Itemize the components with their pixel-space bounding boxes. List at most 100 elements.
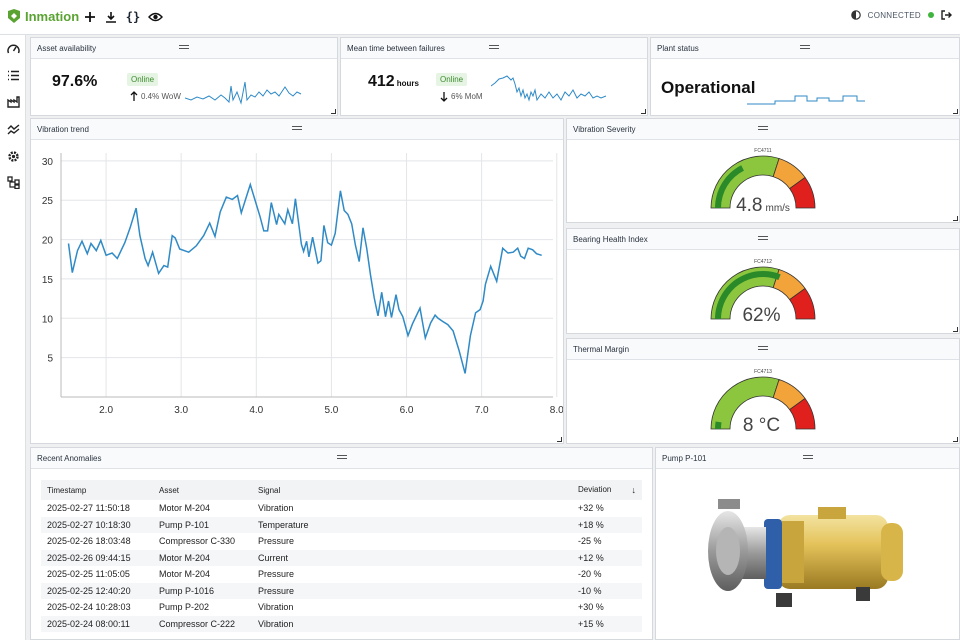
cell-asset: Motor M-204 xyxy=(159,503,211,514)
kpi-number: 412 xyxy=(368,73,395,90)
thermal-margin-gauge: FC4713 xyxy=(710,369,816,430)
panel-title: Bearing Health Index xyxy=(573,235,648,244)
gauge-red-band xyxy=(789,397,816,430)
logout-icon[interactable] xyxy=(941,10,952,20)
resize-handle-icon[interactable] xyxy=(953,216,958,221)
gauge-tag: FC4713 xyxy=(754,369,772,375)
column-header-signal[interactable]: Signal xyxy=(252,480,572,500)
gauge-panel-bearing-health: Bearing Health Index FC4712 62% xyxy=(566,228,960,334)
eye-icon[interactable] xyxy=(146,8,164,26)
settings-icon[interactable] xyxy=(4,147,22,165)
bearing-health-gauge: FC4712 xyxy=(710,259,816,320)
cell-deviation: +15 % xyxy=(572,615,642,632)
table-row[interactable]: 2025-02-24 08:00:11 Compressor C-222 Vibra… xyxy=(41,615,642,632)
code-braces-icon[interactable]: {} xyxy=(125,10,141,24)
resize-handle-icon[interactable] xyxy=(557,437,562,442)
panel-header: Thermal Margin xyxy=(567,339,959,360)
resize-handle-icon[interactable] xyxy=(953,437,958,442)
list-icon[interactable] xyxy=(4,66,22,84)
kpi-trend: 6% MoM xyxy=(440,91,483,102)
gauge-value-bar xyxy=(715,165,744,208)
panel-header: Recent Anomalies xyxy=(31,448,652,469)
vibration-trend-chart: 2.0 3.0 4.0 5.0 6.0 7.0 8.0 5 10 15 20 25 30 xyxy=(42,153,563,416)
theme-toggle-icon[interactable] xyxy=(850,10,861,20)
drag-handle-icon[interactable] xyxy=(292,126,302,130)
panel-header: Pump P-101 xyxy=(656,448,959,469)
gauge-tag: FC4712 xyxy=(754,259,772,265)
drag-handle-icon[interactable] xyxy=(489,45,499,49)
resize-handle-icon[interactable] xyxy=(953,109,958,114)
gauge-value-bar xyxy=(715,421,722,429)
y-tick-label: 25 xyxy=(42,196,54,207)
gauge-number: 62% xyxy=(742,305,781,326)
anomalies-table: Timestamp Asset Signal Deviation ↓ 2025-0… xyxy=(41,480,642,632)
gauge-value-bar xyxy=(715,271,781,319)
x-tick-label: 6.0 xyxy=(400,405,414,416)
column-header-deviation[interactable]: Deviation ↓ xyxy=(572,480,642,500)
gauge-value: 4.8 mm/s xyxy=(567,195,959,217)
kpi-trend: 0.4% WoW xyxy=(130,91,181,102)
panel-header: Bearing Health Index xyxy=(567,229,959,250)
drag-handle-icon[interactable] xyxy=(758,236,768,240)
table-row[interactable]: 2025-02-26 09:44:15 Motor M-204 Current +12… xyxy=(41,549,642,566)
drag-handle-icon[interactable] xyxy=(336,455,347,459)
factory-icon[interactable] xyxy=(4,93,22,111)
cell-asset: Motor M-204 xyxy=(159,569,211,580)
table-row[interactable]: 2025-02-25 11:05:05 Motor M-204 Pressure -2… xyxy=(41,566,642,583)
column-header-timestamp[interactable]: Timestamp xyxy=(41,480,153,500)
availability-sparkline xyxy=(185,81,302,105)
x-tick-label: 8.0 xyxy=(550,405,563,416)
plant-status-sparkline xyxy=(747,95,865,105)
y-tick-label: 30 xyxy=(42,157,54,168)
pump-panel: Pump P-101 xyxy=(655,447,960,640)
x-tick-label: 4.0 xyxy=(249,405,263,416)
drag-handle-icon[interactable] xyxy=(758,346,768,350)
cell-timestamp: 2025-02-25 11:05:05 xyxy=(47,569,130,580)
panel-header: Plant status xyxy=(651,38,959,59)
table-header-row: Timestamp Asset Signal Deviation ↓ xyxy=(41,480,642,500)
x-tick-label: 3.0 xyxy=(174,405,188,416)
gauge-value: 62% xyxy=(567,305,959,327)
column-header-asset[interactable]: Asset xyxy=(153,480,252,500)
table-row[interactable]: 2025-02-25 12:40:20 Pump P-1016 Pressure -1… xyxy=(41,582,642,599)
cell-timestamp: 2025-02-27 10:18:30 xyxy=(41,516,153,533)
table-row[interactable]: 2025-02-24 10:28:03 Pump P-202 Vibration +3… xyxy=(41,599,642,616)
gauge-tag: FC4711 xyxy=(754,148,772,154)
panel-header: Vibration trend xyxy=(31,119,563,140)
dashboard-icon[interactable] xyxy=(4,40,22,58)
connection-status: CONNECTED xyxy=(850,10,952,20)
arrow-down-icon xyxy=(440,92,448,102)
download-icon[interactable] xyxy=(102,8,120,26)
x-tick-label: 7.0 xyxy=(475,405,489,416)
kpi-trend-text: 0.4% WoW xyxy=(141,92,181,101)
table-row[interactable]: 2025-02-27 11:50:18 Motor M-204 Vibration +… xyxy=(41,500,642,517)
mtbf-sparkline xyxy=(491,75,607,102)
resize-handle-icon[interactable] xyxy=(953,327,958,332)
table-row[interactable]: 2025-02-26 18:03:48 Compressor C-330 Press… xyxy=(41,533,642,550)
top-bar: Inmation {} CONNECTED xyxy=(0,0,960,35)
asset-availability-panel: Asset availability 97.6% Online 0.4% WoW xyxy=(30,37,338,116)
series-line xyxy=(67,181,542,374)
panel-header: Mean time between failures xyxy=(341,38,647,59)
resize-handle-icon[interactable] xyxy=(641,109,646,114)
drag-handle-icon[interactable] xyxy=(758,126,768,130)
drag-handle-icon[interactable] xyxy=(800,45,810,49)
app-logo[interactable]: Inmation xyxy=(6,8,79,24)
resize-handle-icon[interactable] xyxy=(331,109,336,114)
kpi-value: 412 hours xyxy=(368,73,419,91)
connection-label: CONNECTED xyxy=(867,10,921,20)
panel-title: Plant status xyxy=(657,44,699,53)
hierarchy-icon[interactable] xyxy=(4,173,22,191)
cell-deviation: +32 % xyxy=(578,503,604,514)
recent-anomalies-panel: Recent Anomalies Timestamp Asset Signal … xyxy=(30,447,653,640)
drag-handle-icon[interactable] xyxy=(179,45,189,49)
kpi-trend-text: 6% MoM xyxy=(451,92,483,101)
add-icon[interactable] xyxy=(81,8,99,26)
panel-title: Recent Anomalies xyxy=(37,454,102,463)
trend-icon[interactable] xyxy=(4,120,22,138)
y-tick-label: 15 xyxy=(42,275,54,286)
drag-handle-icon[interactable] xyxy=(802,455,813,459)
sort-desc-icon[interactable]: ↓ xyxy=(631,485,637,495)
gauge-value: 8 °C xyxy=(567,415,959,437)
table-row[interactable]: 2025-02-27 10:18:30 Pump P-101 Temperature… xyxy=(41,516,642,533)
